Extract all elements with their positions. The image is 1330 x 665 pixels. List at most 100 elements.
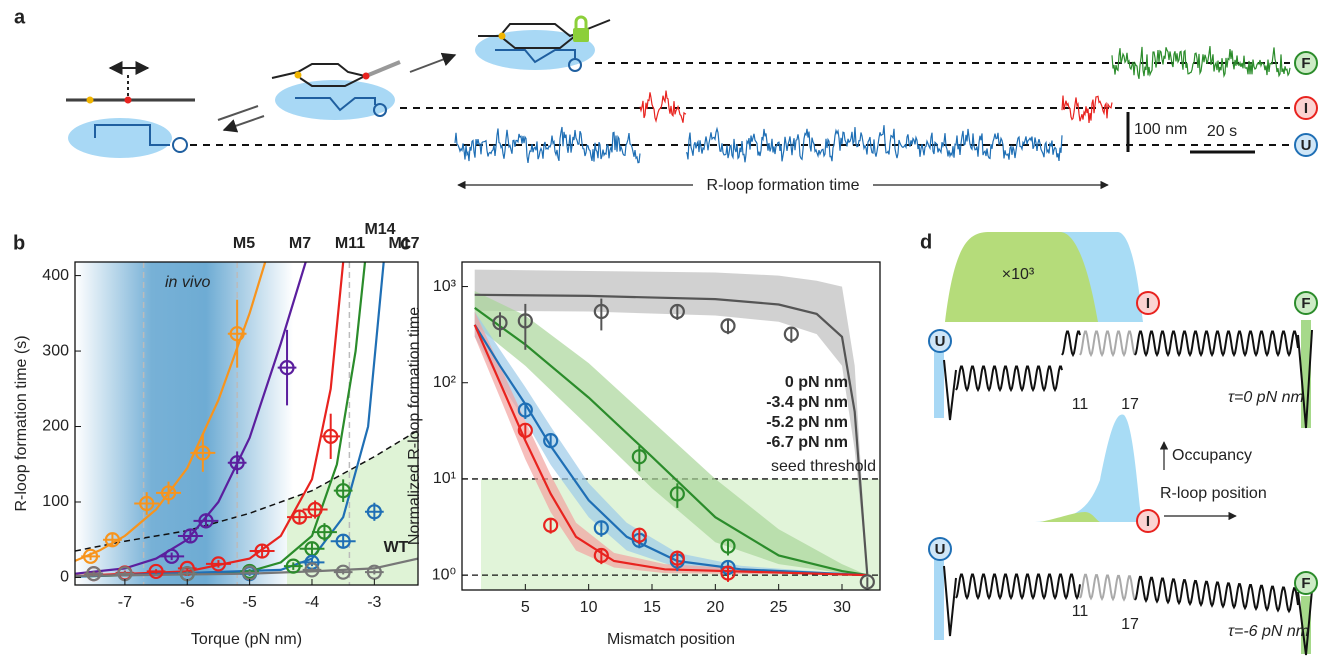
data-point (164, 548, 180, 564)
y-tick-label: 10⁰ (432, 566, 456, 583)
occupancy (1040, 512, 1100, 522)
x-tick-label: 30 (833, 599, 851, 616)
state-label: U (935, 541, 946, 558)
data-point (669, 550, 685, 566)
confidence-band (474, 269, 868, 576)
state-marker (928, 537, 952, 561)
trace (454, 126, 641, 164)
confidence-band (474, 291, 868, 576)
energy-landscape (1061, 330, 1081, 358)
legend-entry: -6.7 pN nm (766, 434, 848, 451)
multiplier: ×10³ (1002, 266, 1035, 283)
data-point (492, 315, 508, 331)
fit-curve (75, 262, 267, 562)
axes-frame (74, 261, 419, 586)
plot-area (75, 262, 418, 585)
legend-entry: -3.4 pN nm (766, 394, 848, 411)
y-tick-label: 100 (42, 493, 69, 510)
fit-curve (473, 324, 868, 577)
data-point (182, 528, 198, 544)
position-label: 11 (1072, 396, 1089, 413)
legend-entry: -5.2 pN nm (766, 414, 848, 431)
x-axis-label: Mismatch position (607, 631, 735, 648)
y-tick-label: 10³ (433, 278, 457, 295)
fit-curve (474, 293, 869, 576)
data-point (307, 501, 323, 518)
position-label: 11 (1072, 603, 1089, 620)
label-bg (693, 175, 873, 195)
energy-landscape (943, 359, 957, 421)
trace (685, 125, 1063, 163)
data-point (720, 318, 736, 334)
panel-label: d (920, 231, 932, 253)
axis-hint: Occupancy (1172, 447, 1252, 464)
y-tick-label: 10² (433, 374, 457, 391)
state-marker (1136, 291, 1160, 315)
data-point (631, 527, 647, 543)
panel-label: c (400, 232, 411, 254)
data-point (195, 445, 211, 461)
data-point (291, 509, 308, 525)
threshold-curve (75, 429, 418, 552)
plot-area (462, 269, 880, 590)
threshold-label: seed threshold (771, 458, 876, 475)
torque-label: τ=-6 pN nm (1228, 623, 1309, 640)
series-label: WT (384, 539, 409, 556)
data-point (160, 485, 177, 501)
state-label: F (1301, 575, 1310, 592)
state-marker (1294, 96, 1318, 120)
series-label: M11 (335, 235, 365, 252)
y-tick-label: 10¹ (433, 470, 456, 487)
state-marker (1294, 133, 1318, 157)
y-axis-label: Normalized R-loop formation time (406, 307, 423, 545)
legend-entry: 0 pN nm (785, 374, 848, 391)
panel-c: c seed threshold 0 pN nm -3.4 pN nm -5.2 pN … (400, 232, 881, 648)
data-point (669, 486, 685, 502)
annotation: in vivo (165, 274, 210, 291)
panel-label: b (13, 232, 25, 254)
data-point (517, 313, 533, 329)
energy-landscape (955, 573, 1081, 601)
data-point (517, 402, 533, 418)
state-label: I (1304, 100, 1308, 117)
occupancy (945, 232, 1098, 322)
x-tick-label: -6 (180, 594, 194, 611)
occupancy (1035, 414, 1142, 522)
state-label: U (935, 333, 946, 350)
axis-hint: R-loop position (1160, 485, 1267, 502)
energy-landscape (943, 565, 957, 637)
fit-curve (75, 262, 345, 577)
y-tick-label: 300 (42, 342, 69, 359)
energy-landscape (1079, 573, 1136, 602)
seed-region (287, 430, 418, 585)
panel-a: U I F 100 nm 20 s R-loop formation time (190, 46, 1318, 195)
data-point (82, 548, 99, 564)
data-point (335, 564, 351, 580)
panel-label: a (14, 6, 26, 28)
data-point (720, 565, 736, 581)
data-point (593, 303, 609, 320)
data-point (593, 520, 609, 536)
data-point (279, 360, 295, 376)
scale-label: 100 nm (1134, 121, 1187, 138)
data-point (198, 513, 214, 529)
y-tick-label: 0 (60, 569, 69, 586)
data-point (86, 566, 102, 582)
x-tick-label: 10 (580, 599, 598, 616)
data-point (366, 564, 382, 580)
arrow-label: R-loop formation time (707, 177, 860, 194)
energy-landscape (1079, 330, 1136, 358)
data-point (229, 455, 245, 471)
energy-landscape (1297, 329, 1313, 429)
data-point (593, 547, 609, 564)
state-band (1301, 320, 1311, 428)
trace (639, 90, 687, 123)
axes-frame (461, 261, 881, 591)
state-marker (928, 329, 952, 353)
state-label: F (1301, 55, 1310, 72)
position-label: 17 (1121, 396, 1139, 413)
energy-landscape (1134, 330, 1299, 358)
confidence-band (474, 311, 868, 576)
data-point (229, 326, 245, 342)
data-point (669, 303, 685, 320)
